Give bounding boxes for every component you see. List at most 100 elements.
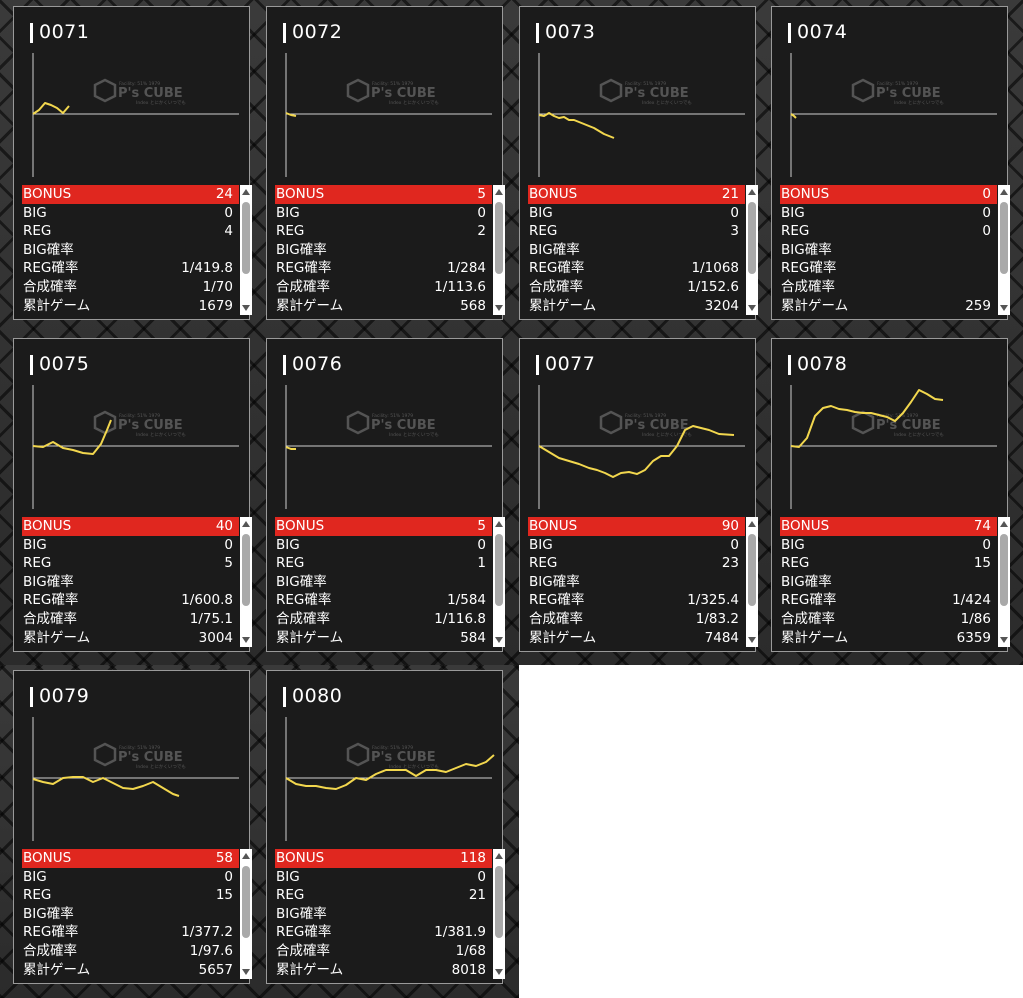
stat-label: BONUS bbox=[276, 186, 325, 202]
stat-row-combined-rate: 合成確率 1/75.1 bbox=[22, 610, 239, 629]
scroll-up-icon[interactable] bbox=[495, 853, 503, 859]
stat-row-bonus: BONUS 118 bbox=[275, 849, 492, 868]
stats-scrollbar[interactable] bbox=[746, 185, 758, 315]
machine-card-0076[interactable]: 0076 P's CUBE Facility: 51% 1979 Index とにかく… bbox=[266, 338, 505, 652]
machine-card-0078[interactable]: 0078 P's CUBE Facility: 51% 1979 Index とにかく… bbox=[771, 338, 1010, 652]
machine-card-0071[interactable]: 0071 P's CUBE Facility: 51% 1979 Index とにかく… bbox=[13, 6, 252, 320]
stat-row-reg: REG 0 bbox=[780, 222, 997, 241]
stat-label: 合成確率 bbox=[23, 610, 77, 627]
stat-value: 1/424 bbox=[952, 592, 991, 609]
stat-value: 3 bbox=[730, 223, 739, 240]
stat-label: BIG確率 bbox=[781, 573, 832, 590]
slump-graph: P's CUBE Facility: 51% 1979 Index とにかくいつでも bbox=[275, 379, 500, 514]
machine-card-0077[interactable]: 0077 P's CUBE Facility: 51% 1979 Index とにかく… bbox=[519, 338, 758, 652]
stat-row-bonus: BONUS 58 bbox=[22, 849, 239, 868]
stat-label: REG bbox=[529, 223, 558, 240]
scroll-thumb[interactable] bbox=[748, 534, 756, 606]
scroll-up-icon[interactable] bbox=[242, 853, 250, 859]
scroll-thumb[interactable] bbox=[242, 534, 250, 606]
scroll-up-icon[interactable] bbox=[242, 189, 250, 195]
stats-panel: BONUS 74 BIG 0 REG 15 BIG確率 REG確率 1/424 合成確率 1/86 累… bbox=[780, 517, 997, 647]
stat-value: 0 bbox=[477, 868, 486, 885]
scroll-down-icon[interactable] bbox=[495, 305, 503, 311]
machine-card-0075[interactable]: 0075 P's CUBE Facility: 51% 1979 Index とにかく… bbox=[13, 338, 252, 652]
scroll-thumb[interactable] bbox=[1000, 202, 1008, 274]
scroll-thumb[interactable] bbox=[495, 866, 503, 938]
stats-scrollbar[interactable] bbox=[240, 185, 252, 315]
stat-value: 1/68 bbox=[455, 942, 486, 959]
scroll-down-icon[interactable] bbox=[495, 637, 503, 643]
scroll-up-icon[interactable] bbox=[495, 189, 503, 195]
stats-scrollbar[interactable] bbox=[998, 185, 1010, 315]
machine-card-0072[interactable]: 0072 P's CUBE Facility: 51% 1979 Index とにかく… bbox=[266, 6, 505, 320]
machine-card-0073[interactable]: 0073 P's CUBE Facility: 51% 1979 Index とにかく… bbox=[519, 6, 758, 320]
scroll-up-icon[interactable] bbox=[242, 521, 250, 527]
machine-number: 0077 bbox=[545, 353, 596, 375]
stats-scrollbar[interactable] bbox=[493, 185, 505, 315]
machine-number: 0073 bbox=[545, 21, 596, 43]
stat-row-big-rate: BIG確率 bbox=[275, 573, 492, 592]
stat-label: BIG bbox=[529, 536, 553, 553]
stat-label: BONUS bbox=[529, 518, 578, 534]
machine-card-0079[interactable]: 0079 P's CUBE Facility: 51% 1979 Index とにかく… bbox=[13, 670, 252, 984]
stats-scrollbar[interactable] bbox=[998, 517, 1010, 647]
stat-row-big: BIG 0 bbox=[275, 204, 492, 223]
stat-label: REG確率 bbox=[781, 592, 837, 609]
stat-row-combined-rate: 合成確率 1/83.2 bbox=[528, 610, 745, 629]
machine-number: 0075 bbox=[39, 353, 90, 375]
scroll-down-icon[interactable] bbox=[1000, 637, 1008, 643]
scroll-down-icon[interactable] bbox=[1000, 305, 1008, 311]
stats-panel: BONUS 58 BIG 0 REG 15 BIG確率 REG確率 1/377.2 合成確率 1/9… bbox=[22, 849, 239, 979]
cube-logo-icon bbox=[346, 78, 370, 103]
slump-line bbox=[538, 425, 735, 478]
slump-line bbox=[538, 112, 615, 139]
watermark-brand: P's CUBE bbox=[876, 86, 941, 101]
scroll-thumb[interactable] bbox=[495, 202, 503, 274]
scroll-thumb[interactable] bbox=[242, 866, 250, 938]
stats-panel: BONUS 21 BIG 0 REG 3 BIG確率 REG確率 1/1068 合成確率 1/152… bbox=[528, 185, 745, 315]
cube-logo-icon bbox=[851, 410, 875, 435]
stat-label: BONUS bbox=[23, 850, 72, 866]
stats-scrollbar[interactable] bbox=[493, 849, 505, 979]
scroll-down-icon[interactable] bbox=[242, 637, 250, 643]
stat-label: BIG bbox=[23, 536, 47, 553]
stats-scrollbar[interactable] bbox=[240, 849, 252, 979]
stat-row-big-rate: BIG確率 bbox=[22, 241, 239, 260]
stat-row-total-games: 累計ゲーム 3004 bbox=[22, 629, 239, 648]
stat-row-big-rate: BIG確率 bbox=[528, 573, 745, 592]
machine-card-0074[interactable]: 0074 P's CUBE Facility: 51% 1979 Index とにかく… bbox=[771, 6, 1010, 320]
scroll-thumb[interactable] bbox=[242, 202, 250, 274]
stat-row-reg-rate: REG確率 1/419.8 bbox=[22, 259, 239, 278]
scroll-thumb[interactable] bbox=[748, 202, 756, 274]
scroll-down-icon[interactable] bbox=[748, 305, 756, 311]
scroll-down-icon[interactable] bbox=[748, 637, 756, 643]
stats-panel: BONUS 118 BIG 0 REG 21 BIG確率 REG確率 1/381.9 合成確率 1/… bbox=[275, 849, 492, 979]
scroll-down-icon[interactable] bbox=[242, 969, 250, 975]
stats-scrollbar[interactable] bbox=[240, 517, 252, 647]
stat-row-big-rate: BIG確率 bbox=[780, 573, 997, 592]
watermark-brand: P's CUBE bbox=[624, 86, 689, 101]
scroll-thumb[interactable] bbox=[1000, 534, 1008, 606]
stat-value: 584 bbox=[460, 629, 486, 646]
stat-row-big-rate: BIG確率 bbox=[780, 241, 997, 260]
scroll-down-icon[interactable] bbox=[242, 305, 250, 311]
machine-card-0080[interactable]: 0080 P's CUBE Facility: 51% 1979 Index とにかく… bbox=[266, 670, 505, 984]
scroll-up-icon[interactable] bbox=[1000, 521, 1008, 527]
watermark-line2: Index とにかくいつでも bbox=[642, 431, 692, 438]
stat-row-reg: REG 15 bbox=[780, 554, 997, 573]
scroll-down-icon[interactable] bbox=[495, 969, 503, 975]
scroll-up-icon[interactable] bbox=[748, 189, 756, 195]
scroll-thumb[interactable] bbox=[495, 534, 503, 606]
scroll-up-icon[interactable] bbox=[495, 521, 503, 527]
stats-scrollbar[interactable] bbox=[493, 517, 505, 647]
scroll-up-icon[interactable] bbox=[1000, 189, 1008, 195]
stat-row-big: BIG 0 bbox=[780, 204, 997, 223]
watermark-line1: Facility: 51% 1979 bbox=[372, 81, 413, 87]
scroll-up-icon[interactable] bbox=[748, 521, 756, 527]
watermark-line1: Facility: 51% 1979 bbox=[625, 81, 666, 87]
watermark-line2: Index とにかくいつでも bbox=[389, 99, 439, 106]
stats-scrollbar[interactable] bbox=[746, 517, 758, 647]
